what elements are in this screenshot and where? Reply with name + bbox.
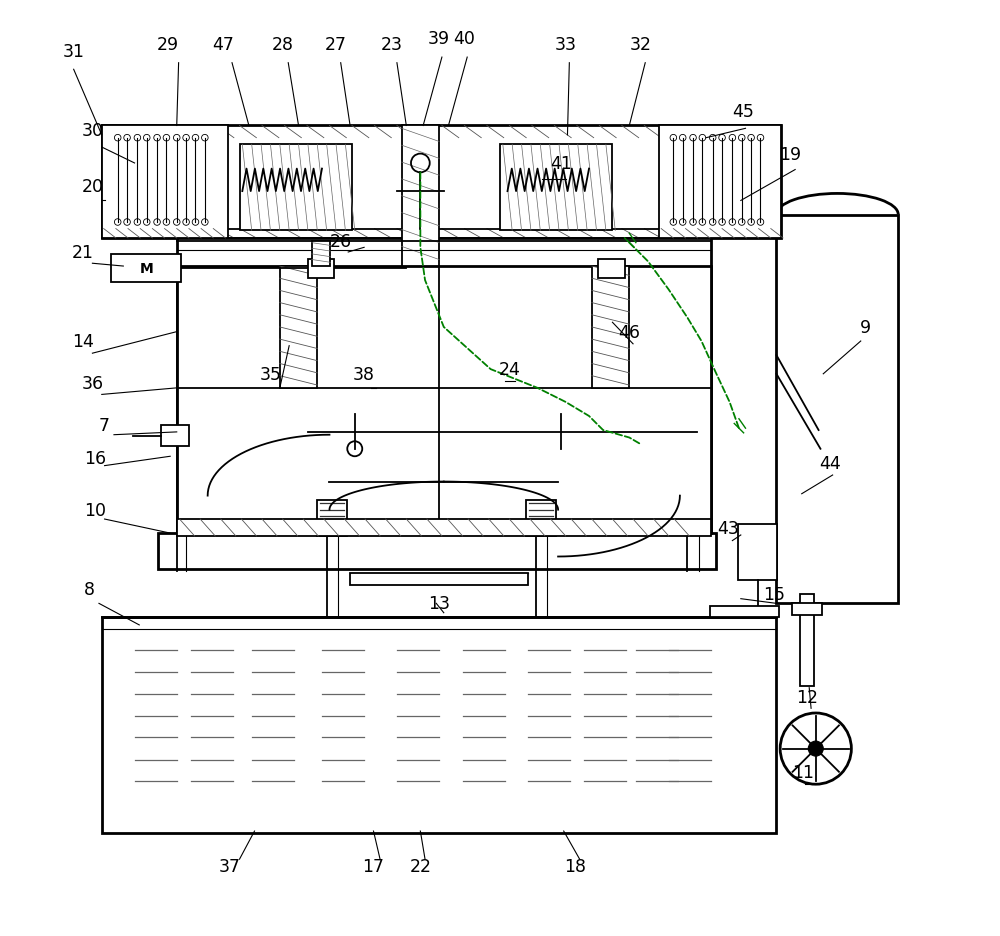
Text: 46: 46: [618, 323, 640, 342]
Text: 35: 35: [259, 365, 281, 384]
Text: 41: 41: [550, 154, 572, 173]
Bar: [776, 215, 898, 604]
Text: 14: 14: [72, 332, 94, 351]
Text: 39: 39: [428, 30, 450, 49]
Text: 19: 19: [779, 145, 802, 164]
Text: 28: 28: [272, 36, 294, 54]
Text: 37: 37: [219, 856, 241, 875]
Text: 22: 22: [409, 856, 431, 875]
Text: 15: 15: [764, 585, 786, 604]
Bar: [800, 594, 814, 686]
Text: 33: 33: [555, 36, 577, 54]
Text: 20: 20: [81, 178, 103, 197]
Bar: [738, 524, 777, 580]
Bar: [526, 501, 556, 536]
Bar: [710, 607, 779, 618]
Text: 11: 11: [792, 763, 814, 782]
Text: 16: 16: [84, 449, 106, 468]
Text: 26: 26: [330, 232, 352, 251]
Text: M: M: [139, 262, 153, 275]
Bar: [312, 241, 330, 267]
Circle shape: [808, 741, 823, 756]
Bar: [402, 126, 439, 267]
Text: 24: 24: [498, 360, 520, 379]
Bar: [592, 267, 629, 388]
Text: 47: 47: [213, 36, 235, 54]
Bar: [177, 519, 711, 536]
Text: 10: 10: [84, 501, 106, 519]
Text: 30: 30: [81, 122, 103, 140]
Text: 43: 43: [717, 519, 739, 538]
Bar: [500, 145, 612, 231]
Text: 23: 23: [381, 36, 403, 54]
Text: 8: 8: [84, 580, 95, 599]
Text: 9: 9: [860, 318, 871, 337]
Bar: [317, 501, 347, 536]
Text: 36: 36: [81, 374, 103, 393]
Text: 45: 45: [733, 103, 755, 122]
Bar: [102, 126, 781, 239]
Bar: [240, 145, 352, 231]
Bar: [102, 126, 228, 239]
Bar: [161, 426, 189, 446]
Text: 18: 18: [564, 856, 586, 875]
Bar: [111, 255, 181, 283]
Text: 13: 13: [428, 594, 450, 613]
Bar: [308, 260, 334, 279]
Bar: [350, 574, 528, 585]
Bar: [102, 618, 776, 833]
Text: 40: 40: [453, 30, 475, 49]
Text: 31: 31: [63, 42, 85, 61]
Bar: [280, 267, 317, 388]
Bar: [158, 534, 716, 569]
Text: 12: 12: [796, 688, 818, 707]
Bar: [177, 267, 711, 534]
Text: 21: 21: [72, 243, 94, 262]
Text: 27: 27: [325, 36, 347, 54]
Bar: [792, 604, 822, 615]
Text: 17: 17: [363, 856, 385, 875]
Bar: [598, 260, 625, 279]
Bar: [659, 126, 781, 239]
Text: 32: 32: [630, 36, 652, 54]
Text: 29: 29: [156, 36, 178, 54]
Text: 7: 7: [99, 417, 110, 435]
Text: 44: 44: [819, 454, 841, 473]
Text: 38: 38: [353, 365, 375, 384]
